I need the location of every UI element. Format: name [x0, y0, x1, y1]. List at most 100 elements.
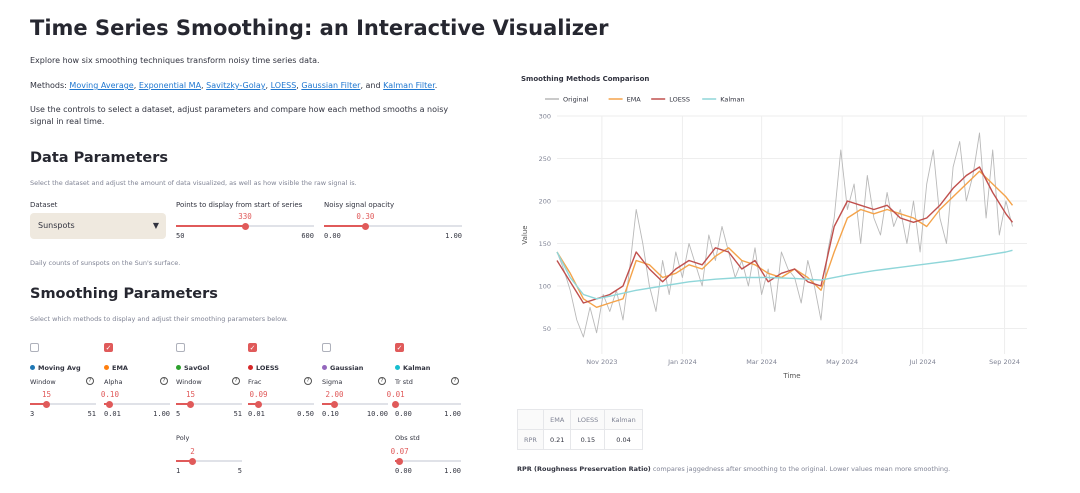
obs-std-slider-value: 0.07: [390, 447, 409, 456]
ema-param-slider[interactable]: 0.10 0.01 1.00: [101, 390, 170, 418]
rpr-row-label: RPR: [517, 429, 544, 450]
link-gaussian-filter[interactable]: Gaussian Filter: [301, 81, 361, 90]
savgol-help-icon[interactable]: ?: [232, 377, 240, 385]
ema-slider-track[interactable]: [104, 400, 170, 408]
savgol-slider-track[interactable]: [176, 400, 242, 408]
rpr-table: EMA LOESS Kalman RPR 0.21 0.15 0.04: [517, 409, 643, 450]
loess-help-icon[interactable]: ?: [304, 377, 312, 385]
opacity-slider-thumb[interactable]: [361, 222, 369, 230]
gaussian-slider-track[interactable]: [322, 400, 388, 408]
x-tick-label: Sep 2024: [989, 358, 1020, 366]
y-tick-label: 200: [539, 198, 551, 206]
savgol-slider-max: 51: [233, 410, 242, 418]
loess-color-dot: [248, 365, 253, 370]
points-slider-min: 50: [176, 232, 185, 240]
y-tick-label: 150: [539, 240, 551, 248]
moving-avg-param-slider[interactable]: 15 3 51: [30, 390, 96, 418]
legend-label-ema: EMA: [627, 96, 642, 104]
loess-checkbox[interactable]: ✓: [248, 343, 257, 352]
kalman-method-name: Kalman: [395, 364, 430, 372]
points-slider-max: 600: [301, 232, 314, 240]
ema-param-label: Alpha: [104, 378, 123, 386]
poly-slider-track[interactable]: [176, 457, 242, 465]
loess-slider-track[interactable]: [248, 400, 314, 408]
ema-slider-thumb[interactable]: [106, 400, 114, 408]
moving-avg-checkbox[interactable]: [30, 343, 39, 352]
series-line-original: [556, 132, 1013, 338]
x-tick-label: Nov 2023: [586, 358, 617, 366]
link-savitzky-golay[interactable]: Savitzky-Golay: [206, 81, 266, 90]
intro-text: Explore how six smoothing techniques tra…: [30, 56, 320, 65]
savgol-checkbox[interactable]: [176, 343, 185, 352]
poly-slider-thumb[interactable]: [189, 457, 196, 465]
opacity-slider[interactable]: 0.30 0.00 1.00: [324, 212, 462, 240]
moving-avg-help-icon[interactable]: ?: [86, 377, 94, 385]
series-line-ema: [556, 170, 1014, 309]
obs-std-slider[interactable]: 0.07 0.00 1.00: [391, 447, 461, 475]
opacity-slider-fill: [324, 225, 366, 227]
link-kalman-filter[interactable]: Kalman Filter: [383, 81, 435, 90]
kalman-slider-thumb[interactable]: [392, 400, 400, 408]
moving-avg-slider-value: 15: [41, 390, 52, 399]
opacity-slider-track[interactable]: [324, 222, 462, 230]
kalman-checkbox[interactable]: ✓: [395, 343, 404, 352]
savgol-param-slider[interactable]: 15 5 51: [176, 390, 242, 418]
ema-checkbox[interactable]: ✓: [104, 343, 113, 352]
loess-slider-thumb[interactable]: [255, 400, 263, 408]
gaussian-method-name: Gaussian: [322, 364, 363, 372]
loess-slider-min: 0.01: [248, 410, 265, 418]
link-loess[interactable]: LOESS: [270, 81, 297, 90]
chart-title: Smoothing Methods Comparison: [521, 75, 650, 83]
kalman-param-slider[interactable]: 0.01 0.00 1.00: [387, 390, 461, 418]
rpr-note-bold: RPR (Roughness Preservation Ratio): [517, 465, 651, 473]
moving-avg-slider-track[interactable]: [30, 400, 96, 408]
gaussian-param-slider[interactable]: 2.00 0.10 10.00: [322, 390, 388, 418]
x-tick-label: Mar 2024: [746, 358, 777, 366]
gaussian-slider-thumb[interactable]: [331, 400, 339, 408]
savgol-slider-thumb[interactable]: [187, 400, 195, 408]
opacity-slider-min: 0.00: [324, 232, 341, 240]
kalman-slider-track[interactable]: [392, 400, 461, 408]
kalman-name-text: Kalman: [403, 364, 431, 372]
moving-avg-method-name: Moving Avg: [30, 364, 81, 372]
points-slider-thumb[interactable]: [241, 222, 249, 230]
obs-std-slider-thumb[interactable]: [396, 457, 404, 465]
y-axis-label: Value: [521, 225, 529, 244]
obs-std-slider-track[interactable]: [395, 457, 461, 465]
rpr-value-loess: 0.15: [570, 429, 606, 450]
moving-avg-slider-thumb[interactable]: [43, 400, 50, 408]
y-tick-label: 300: [539, 113, 551, 121]
link-exponential-ma[interactable]: Exponential MA: [138, 81, 202, 90]
data-params-caption: Select the dataset and adjust the amount…: [30, 179, 357, 187]
rpr-value-ema: 0.21: [542, 429, 572, 450]
moving-avg-slider-min: 3: [30, 410, 35, 418]
points-slider-value: 330: [238, 212, 252, 221]
kalman-help-icon[interactable]: ?: [451, 377, 459, 385]
poly-label: Poly: [176, 434, 190, 442]
loess-slider-value: 0.09: [249, 390, 268, 399]
obs-std-slider-min: 0.00: [395, 467, 412, 475]
ema-help-icon[interactable]: ?: [160, 377, 168, 385]
points-slider[interactable]: 330 50 600: [176, 212, 314, 240]
poly-slider-value: 2: [190, 447, 195, 456]
points-slider-track[interactable]: [176, 222, 314, 230]
gaussian-help-icon[interactable]: ?: [378, 377, 386, 385]
gaussian-checkbox[interactable]: [322, 343, 331, 352]
link-moving-average[interactable]: Moving Average: [69, 81, 134, 90]
savgol-color-dot: [176, 365, 181, 370]
savgol-slider-fill: [176, 403, 191, 405]
moving-avg-name-text: Moving Avg: [38, 364, 81, 372]
legend-label-loess: LOESS: [669, 96, 690, 104]
ema-color-dot: [104, 365, 109, 370]
opacity-label: Noisy signal opacity: [324, 201, 395, 209]
y-tick-label: 250: [539, 155, 551, 163]
y-tick-label: 100: [539, 283, 551, 291]
loess-slider-max: 0.50: [297, 410, 314, 418]
kalman-slider-max: 1.00: [444, 410, 461, 418]
dataset-select[interactable]: Sunspots ▼: [30, 213, 166, 239]
loess-slider-fill: [248, 403, 259, 405]
loess-param-slider[interactable]: 0.09 0.01 0.50: [248, 390, 314, 418]
obs-std-label: Obs std: [395, 434, 420, 442]
poly-slider[interactable]: 2 1 5: [176, 447, 242, 475]
ema-slider-max: 1.00: [153, 410, 170, 418]
